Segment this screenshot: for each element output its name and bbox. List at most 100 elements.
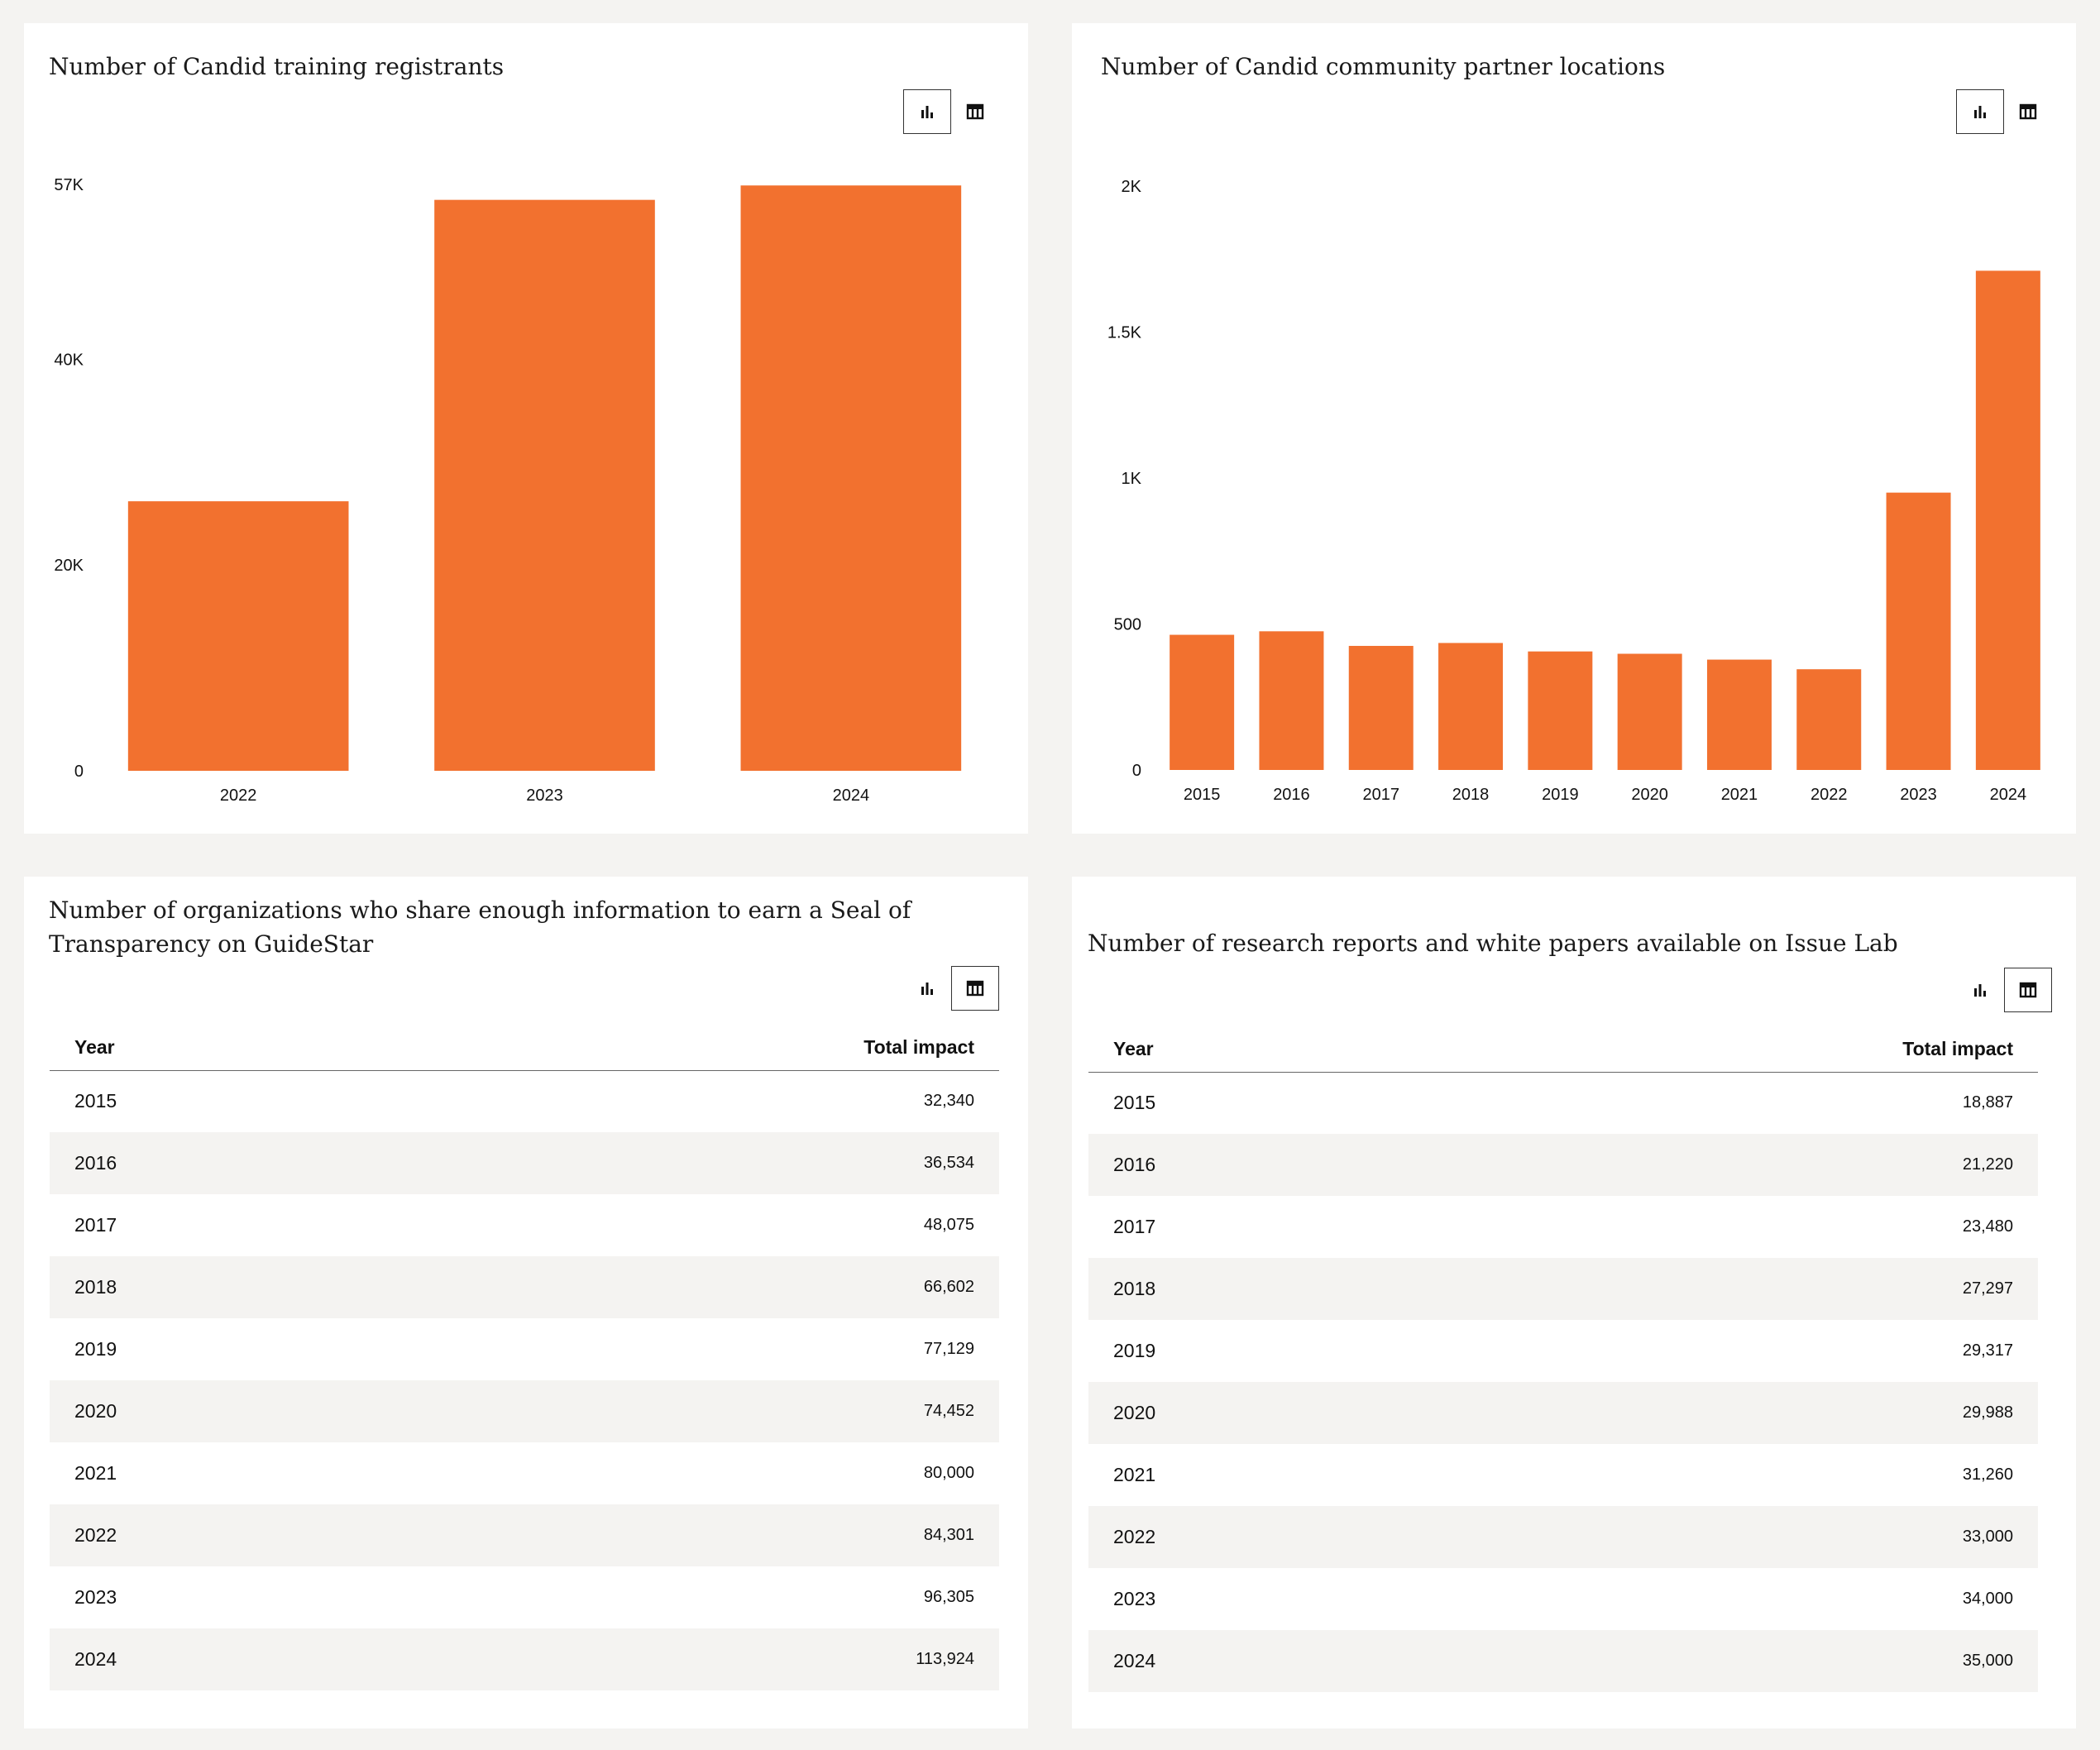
year-cell: 2016 [1088,1134,1435,1196]
total-impact-cell: 27,297 [1434,1258,2038,1320]
table-row: 2018 27,297 [1088,1258,2038,1320]
year-cell: 2017 [1113,1216,1156,1237]
table-row: 2019 77,129 [50,1318,999,1380]
chart-view-button[interactable] [903,89,951,134]
table-icon [966,980,984,997]
year-cell: 2019 [74,1338,117,1360]
table-row: 2016 36,534 [50,1132,999,1194]
table-row: 2024 35,000 [1088,1630,2038,1692]
year-cell: 2023 [74,1586,117,1608]
year-cell: 2015 [1113,1092,1156,1114]
table-row: 2019 29,317 [1088,1320,2038,1382]
partner-locations-card: Number of Candid community partner locat… [1072,23,2076,834]
total-impact-cell: 74,452 [395,1380,999,1442]
table-row: 2016 21,220 [1088,1134,2038,1196]
year-cell: 2024 [1088,1630,1435,1692]
bar-2022[interactable] [1796,669,1862,770]
table-row: 2020 74,452 [50,1380,999,1442]
bar-2015[interactable] [1170,634,1235,770]
x-tick-label: 2021 [1721,786,1758,804]
total-impact-cell: 23,480 [1962,1217,2013,1236]
y-tick-label: 57K [54,176,84,194]
year-cell: 2018 [1088,1258,1435,1320]
x-tick-label: 2024 [1990,786,2027,804]
bar-2018[interactable] [1438,643,1504,770]
year-cell: 2020 [50,1380,396,1442]
total-impact-cell: 96,305 [923,1588,974,1606]
total-impact-cell: 84,301 [395,1504,999,1566]
table-view-button[interactable] [951,966,999,1011]
bar-2017[interactable] [1348,645,1414,770]
table-row: 2017 48,075 [50,1194,999,1256]
seal-of-transparency-card: Number of organizations who share enough… [24,877,1028,1728]
bar-2016[interactable] [1259,631,1324,770]
chart-view-button[interactable] [903,966,951,1011]
x-tick-label: 2016 [1273,786,1310,804]
y-tick-label: 20K [54,557,84,575]
bar-2019[interactable] [1528,651,1593,770]
chart-view-button[interactable] [1956,968,2004,1012]
total-impact-cell: 77,129 [923,1340,974,1358]
bar-2024[interactable] [740,185,962,771]
x-tick-label: 2022 [220,787,257,805]
chart-title: Number of research reports and white pap… [1088,930,1898,957]
total-impact-cell: 113,924 [395,1628,999,1690]
column-header-total-impact: Total impact [395,1026,999,1071]
y-tick-label: 2K [1122,178,1142,196]
total-impact-cell: 29,317 [1962,1341,2013,1360]
table-icon [2019,982,2037,998]
x-tick-label: 2020 [1631,786,1668,804]
data-table: Year Total impact 2015 32,340 2016 36,534 20… [50,1026,999,1690]
bar-2024[interactable] [1975,270,2040,770]
view-toggle [903,89,999,134]
table-row: 2022 84,301 [50,1504,999,1566]
x-tick-label: 2024 [833,787,870,805]
data-table: Year Total impact 2015 18,887 2016 21,220 20… [1088,1027,2038,1692]
bar-2021[interactable] [1706,659,1772,770]
year-cell: 2021 [74,1462,117,1484]
table-icon [966,103,984,120]
total-impact-cell: 18,887 [1962,1093,2013,1112]
table-view-button[interactable] [2004,968,2052,1012]
table-view-button[interactable] [951,89,999,134]
year-cell: 2021 [1113,1464,1156,1485]
year-cell: 2020 [1088,1382,1435,1444]
y-tick-label: 0 [74,763,84,781]
year-cell: 2016 [50,1132,396,1194]
bar-2023[interactable] [434,199,655,771]
table-row: 2021 31,260 [1088,1444,2038,1506]
total-impact-cell: 36,534 [395,1132,999,1194]
view-toggle [903,966,999,1011]
bar-2023[interactable] [1886,492,1951,770]
x-tick-label: 2022 [1811,786,1848,804]
table-row: 2024 113,924 [50,1628,999,1690]
chart-title: Number of Candid community partner locat… [1101,53,1666,80]
total-impact-cell: 35,000 [1434,1630,2038,1692]
bar-2022[interactable] [127,501,349,771]
table-row: 2017 23,480 [1088,1196,2038,1258]
column-header-total-impact: Total impact [1434,1027,2038,1073]
table-row: 2023 96,305 [50,1566,999,1628]
total-impact-cell: 34,000 [1962,1590,2013,1608]
total-impact-cell: 31,260 [1962,1466,2013,1484]
total-impact-cell: 66,602 [395,1256,999,1318]
chart-view-button[interactable] [1956,89,2004,134]
y-tick-label: 1.5K [1107,324,1142,342]
training-registrants-card: Number of Candid training registrants 0 2… [24,23,1028,834]
chart-title: Number of organizations who share enough… [49,897,911,958]
bar-2020[interactable] [1617,653,1682,770]
total-impact-cell: 48,075 [923,1216,974,1234]
year-cell: 2024 [50,1628,396,1690]
table-row: 2023 34,000 [1088,1568,2038,1630]
column-header-year: Year [1088,1027,1435,1073]
y-tick-label: 40K [54,351,84,369]
x-tick-label: 2017 [1363,786,1400,804]
y-tick-label: 1K [1122,470,1142,488]
bar-chart: 0 20K 40K 57K 2022 2023 2024 [54,176,962,805]
table-view-button[interactable] [2004,89,2052,134]
bar-chart-icon [1974,984,1986,997]
bar-chart-icon [921,983,933,995]
total-impact-cell: 29,988 [1434,1382,2038,1444]
total-impact-cell: 80,000 [923,1464,974,1482]
total-impact-cell: 33,000 [1434,1506,2038,1568]
